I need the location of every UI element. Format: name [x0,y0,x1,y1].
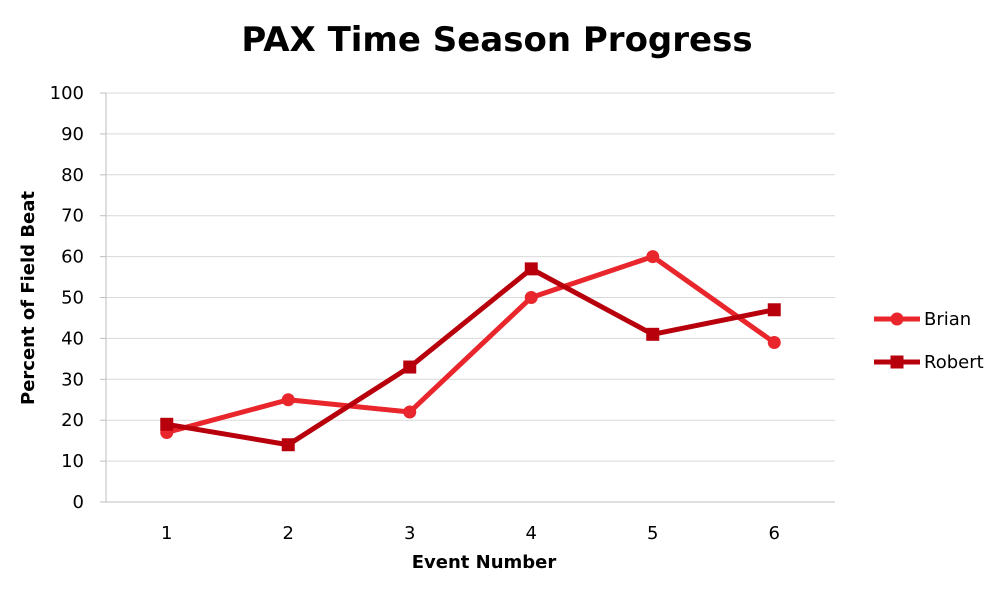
data-point-robert [281,438,295,452]
data-series [160,250,781,452]
legend-label: Brian [924,309,971,330]
y-tick-label: 70 [61,206,84,227]
x-tick-label: 5 [647,523,658,544]
legend-swatch-marker [890,355,904,369]
x-tick-label: 6 [769,523,780,544]
data-point-robert [524,262,538,276]
chart-title: PAX Time Season Progress [241,20,752,60]
axes [100,92,835,503]
x-tick-label: 2 [283,523,294,544]
data-point-robert [646,327,660,341]
series-line-robert [164,266,777,448]
y-axis-title: Percent of Field Beat [18,191,39,405]
grid-lines [106,92,835,462]
series-brian [160,250,781,439]
series-robert [160,262,781,452]
legend-swatch-marker [890,312,904,326]
y-tick-label: 30 [61,369,84,390]
y-tick-label: 60 [61,247,84,268]
y-tick-label: 10 [61,451,84,472]
data-point-robert [403,360,417,374]
data-point-brian [403,405,417,419]
x-tick-label: 4 [526,523,537,544]
data-point-brian [281,393,295,407]
y-tick-label: 0 [73,492,84,513]
data-point-robert [160,417,174,431]
legend-item-robert: Robert [874,352,984,373]
data-point-brian [646,250,660,264]
data-point-robert [767,303,781,317]
y-axis-tick-labels: 0 10 20 30 40 50 60 70 80 90 100 [50,83,84,513]
x-axis-tick-labels: 1 2 3 4 5 6 [161,523,780,544]
y-tick-label: 20 [61,410,84,431]
x-tick-label: 3 [404,523,415,544]
y-tick-label: 40 [61,328,84,349]
y-tick-label: 90 [61,124,84,145]
x-tick-label: 1 [161,523,172,544]
data-point-brian [767,335,781,349]
legend: Brian Robert [874,309,984,373]
legend-label: Robert [924,352,984,373]
y-tick-label: 50 [61,288,84,309]
y-tick-label: 100 [50,83,84,104]
x-axis-title: Event Number [412,552,557,573]
data-point-brian [524,291,538,304]
y-tick-label: 80 [61,165,84,186]
legend-item-brian: Brian [874,309,971,330]
series-line-brian [164,254,777,435]
